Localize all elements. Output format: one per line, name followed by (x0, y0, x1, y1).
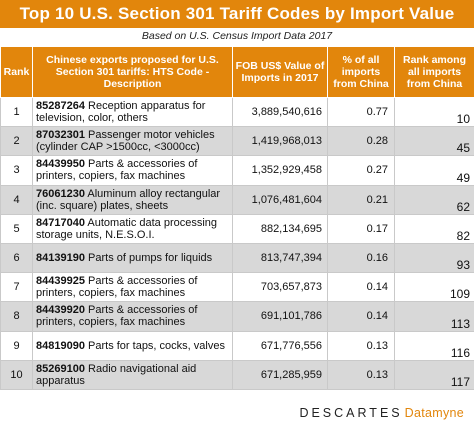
rank-cell: 10 (0, 359, 33, 390)
percent-cell: 0.17 (327, 213, 395, 244)
overall-rank-cell: 113 (394, 301, 474, 332)
hts-code: 84439950 (36, 158, 85, 171)
hts-description: Passenger motor vehicles (cylinder CAP >… (36, 129, 215, 154)
fob-value-cell: 813,747,394 (232, 242, 328, 274)
description-cell: 84139190 Parts of pumps for liquids (32, 242, 233, 274)
percent-cell: 0.13 (327, 359, 395, 390)
rank-cell: 2 (0, 126, 33, 157)
fob-value-cell: 671,285,959 (232, 359, 328, 390)
overall-rank-cell: 109 (394, 272, 474, 303)
hts-description: Aluminum alloy rectangular (inc. square)… (36, 187, 221, 212)
percent-cell: 0.16 (327, 242, 395, 274)
page-subtitle: Based on U.S. Census Import Data 2017 (141, 30, 333, 42)
percent-cell: 0.14 (327, 301, 395, 332)
col-header-rank: Rank (0, 46, 33, 98)
hts-description: Parts for taps, cocks, valves (88, 339, 225, 352)
hts-description: Parts & accessories of printers, copiers… (36, 275, 198, 300)
percent-cell: 0.21 (327, 184, 395, 215)
hts-code: 84139190 (36, 252, 85, 265)
col-header-overall-rank: Rank among all imports from China (394, 46, 474, 98)
fob-value-cell: 691,101,786 (232, 301, 328, 332)
overall-rank-cell: 62 (394, 184, 474, 215)
description-cell: 84717040 Automatic data processing stora… (32, 213, 233, 244)
overall-rank-cell: 82 (394, 213, 474, 244)
table-row: 8 84439920 Parts & accessories of printer… (0, 301, 474, 332)
hts-code: 85287264 (36, 100, 85, 113)
table-row: 2 87032301 Passenger motor vehicles (cyli… (0, 126, 474, 157)
description-cell: 84439920 Parts & accessories of printers… (32, 301, 233, 332)
col-header-percent: % of all imports from China (327, 46, 395, 98)
table-row: 10 85269100 Radio navigational aid appara… (0, 359, 474, 390)
fob-value-cell: 1,352,929,458 (232, 155, 328, 186)
hts-description: Parts & accessories of printers, copiers… (36, 158, 198, 183)
table-header-row: Rank Chinese exports proposed for U.S. S… (0, 46, 474, 98)
rank-cell: 7 (0, 272, 33, 303)
table-row: 1 85287264 Reception apparatus for televi… (0, 96, 474, 128)
hts-description: Reception apparatus for television, colo… (36, 100, 206, 125)
rank-cell: 5 (0, 213, 33, 244)
overall-rank-cell: 116 (394, 330, 474, 361)
table-row: 6 84139190 Parts of pumps for liquids 813,… (0, 242, 474, 274)
percent-cell: 0.77 (327, 96, 395, 128)
description-cell: 85287264 Reception apparatus for televis… (32, 96, 233, 128)
description-cell: 85269100 Radio navigational aid apparatu… (32, 359, 233, 390)
percent-cell: 0.27 (327, 155, 395, 186)
table-row: 3 84439950 Parts & accessories of printer… (0, 155, 474, 186)
rank-cell: 6 (0, 242, 33, 274)
table-row: 4 76061230 Aluminum alloy rectangular (in… (0, 184, 474, 215)
hts-code: 84717040 (36, 216, 85, 229)
description-cell: 84439950 Parts & accessories of printers… (32, 155, 233, 186)
hts-description: Parts & accessories of printers, copiers… (36, 304, 198, 329)
percent-cell: 0.14 (327, 272, 395, 303)
fob-value-cell: 1,076,481,604 (232, 184, 328, 215)
description-cell: 84819090 Parts for taps, cocks, valves (32, 330, 233, 361)
percent-cell: 0.28 (327, 126, 395, 157)
page-title: Top 10 U.S. Section 301 Tariff Codes by … (0, 0, 474, 28)
company-logo: DESCARTES Datamyne (299, 404, 464, 422)
rank-cell: 4 (0, 184, 33, 215)
overall-rank-cell: 45 (394, 126, 474, 157)
hts-description: Automatic data processing storage units,… (36, 216, 218, 241)
hts-description: Parts of pumps for liquids (88, 252, 213, 265)
logo-word: DESCARTES (299, 406, 403, 420)
description-cell: 84439925 Parts & accessories of printers… (32, 272, 233, 303)
fob-value-cell: 703,657,873 (232, 272, 328, 303)
hts-code: 85269100 (36, 362, 85, 375)
table-row: 7 84439925 Parts & accessories of printer… (0, 272, 474, 303)
hts-code: 87032301 (36, 129, 85, 142)
tariff-table: Rank Chinese exports proposed for U.S. S… (0, 46, 474, 390)
col-header-fob-value: FOB US$ Value of Imports in 2017 (232, 46, 328, 98)
hts-code: 76061230 (36, 187, 85, 200)
fob-value-cell: 882,134,695 (232, 213, 328, 244)
rank-cell: 9 (0, 330, 33, 361)
overall-rank-cell: 117 (394, 359, 474, 390)
percent-cell: 0.13 (327, 330, 395, 361)
rank-cell: 8 (0, 301, 33, 332)
hts-code: 84439920 (36, 304, 85, 317)
description-cell: 76061230 Aluminum alloy rectangular (inc… (32, 184, 233, 215)
description-cell: 87032301 Passenger motor vehicles (cylin… (32, 126, 233, 157)
table-row: 5 84717040 Automatic data processing stor… (0, 213, 474, 244)
fob-value-cell: 671,776,556 (232, 330, 328, 361)
hts-code: 84439925 (36, 275, 85, 288)
logo-brand: Datamyne (404, 406, 464, 420)
rank-cell: 3 (0, 155, 33, 186)
rank-cell: 1 (0, 96, 33, 128)
col-header-description: Chinese exports proposed for U.S. Sectio… (32, 46, 233, 98)
fob-value-cell: 1,419,968,013 (232, 126, 328, 157)
overall-rank-cell: 49 (394, 155, 474, 186)
overall-rank-cell: 10 (394, 96, 474, 128)
fob-value-cell: 3,889,540,616 (232, 96, 328, 128)
hts-code: 84819090 (36, 339, 85, 352)
table-row: 9 84819090 Parts for taps, cocks, valves 6… (0, 330, 474, 361)
overall-rank-cell: 93 (394, 242, 474, 274)
hts-description: Radio navigational aid apparatus (36, 362, 197, 387)
